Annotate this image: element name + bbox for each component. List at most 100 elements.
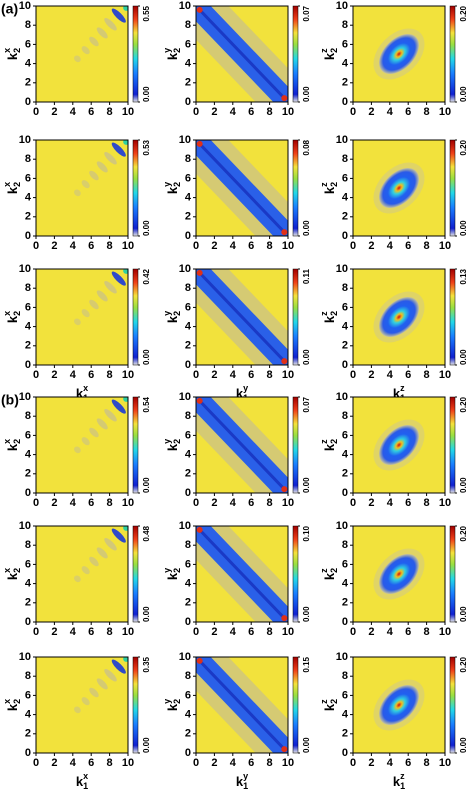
y-tick-label: 2 xyxy=(25,77,31,89)
label-sup: y xyxy=(162,439,172,444)
heatmap xyxy=(196,526,288,622)
colorbar-label: 0.20 xyxy=(459,139,468,155)
heatmap xyxy=(373,28,425,80)
y-tick-label: 0 xyxy=(25,359,31,371)
x-tick-label: 10 xyxy=(122,240,134,252)
y-tick-label: 10 xyxy=(179,263,191,275)
y-tick-label: 6 xyxy=(185,429,191,441)
x-tick-label: 10 xyxy=(439,240,451,252)
y-tick-label: 6 xyxy=(185,558,191,570)
y-tick-label: 8 xyxy=(342,153,348,165)
heat-feature xyxy=(89,687,99,698)
heat-feature xyxy=(81,566,90,575)
x-tick-label: 6 xyxy=(405,106,411,118)
heat-feature xyxy=(123,397,128,402)
label-sub: 2 xyxy=(329,699,339,704)
heat-feature xyxy=(104,17,117,31)
label-sub: 2 xyxy=(172,699,182,704)
label-main: k xyxy=(5,315,20,323)
heat-feature xyxy=(96,161,108,173)
y-tick-label: 0 xyxy=(25,747,31,759)
colorbar-label: 0.54 xyxy=(142,396,151,412)
heat-feature xyxy=(74,55,81,63)
x-tick-label: 8 xyxy=(267,106,273,118)
x-tick-label: 6 xyxy=(88,757,94,769)
heatmap-background xyxy=(36,397,128,493)
label-main: k xyxy=(322,315,337,323)
y-tick-label: 4 xyxy=(342,321,349,333)
x-tick-label: 10 xyxy=(439,757,451,769)
colorbar xyxy=(449,396,456,494)
x-tick-label: 2 xyxy=(368,497,374,509)
y-tick-label: 0 xyxy=(185,359,191,371)
colorbar-label: 0.13 xyxy=(459,268,468,284)
y-tick-label: 10 xyxy=(336,0,348,12)
x-tick-label: 6 xyxy=(405,757,411,769)
heat-feature xyxy=(104,668,117,682)
plot-frame xyxy=(352,656,446,754)
label-main: k xyxy=(76,774,84,789)
heatmap-background xyxy=(36,269,128,365)
label-main: k xyxy=(5,186,20,194)
heat-feature xyxy=(89,36,99,47)
x-tick-label: 4 xyxy=(230,497,237,509)
y-tick-label: 8 xyxy=(185,670,191,682)
colorbar-label: 0.00 xyxy=(459,606,468,622)
y-tick-label: 4 xyxy=(342,578,349,590)
y-tick-label: 8 xyxy=(25,670,31,682)
y-axis-label: k2z xyxy=(319,439,339,451)
heatmap xyxy=(196,6,288,102)
x-tick-label: 2 xyxy=(368,369,374,381)
y-tick-label: 4 xyxy=(185,449,192,461)
colorbar-label: 0.15 xyxy=(302,656,311,672)
label-sub: 2 xyxy=(172,182,182,187)
x-tick-label: 2 xyxy=(211,757,217,769)
y-tick-label: 2 xyxy=(185,211,191,223)
y-tick-label: 4 xyxy=(25,709,32,721)
colorbar-label: 0.42 xyxy=(142,268,151,284)
label-main: k xyxy=(322,52,337,60)
heat-feature xyxy=(81,180,90,189)
panel-label: (a) xyxy=(1,1,18,17)
x-tick-label: 6 xyxy=(248,626,254,638)
label-main: k xyxy=(165,703,180,711)
x-tick-label: 10 xyxy=(439,106,451,118)
x-tick-label: 2 xyxy=(211,497,217,509)
y-tick-label: 10 xyxy=(19,263,31,275)
x-tick-label: 8 xyxy=(424,240,430,252)
y-tick-label: 6 xyxy=(342,172,348,184)
x-tick-label: 0 xyxy=(193,626,199,638)
heatmap xyxy=(373,679,425,731)
colorbar-label: 0.08 xyxy=(302,139,311,155)
x-tick-label: 4 xyxy=(387,106,394,118)
y-tick-label: 6 xyxy=(25,429,31,441)
label-sup: x xyxy=(2,439,12,444)
heat-feature xyxy=(196,397,203,404)
heatmap xyxy=(74,397,128,454)
x-tick-label: 6 xyxy=(88,106,94,118)
heat-feature xyxy=(104,280,117,294)
colorbar-label: 0.48 xyxy=(142,525,151,541)
heat-feature xyxy=(111,659,126,674)
y-axis-label: k2x xyxy=(2,439,22,451)
x-tick-label: 4 xyxy=(387,369,394,381)
x-tick-label: 0 xyxy=(350,106,356,118)
colorbar-label: 0.00 xyxy=(142,737,151,753)
y-tick-label: 4 xyxy=(342,192,349,204)
heat-feature xyxy=(89,170,99,181)
x-tick-label: 4 xyxy=(70,497,77,509)
x-tick-label: 2 xyxy=(51,240,57,252)
x-tick-label: 10 xyxy=(122,757,134,769)
y-tick-label: 2 xyxy=(342,468,348,480)
x-tick-label: 0 xyxy=(193,240,199,252)
x-tick-label: 10 xyxy=(282,757,294,769)
label-sup: y xyxy=(162,48,172,53)
y-tick-label: 8 xyxy=(185,410,191,422)
x-tick-label: 4 xyxy=(230,240,237,252)
colorbar-label: 0.00 xyxy=(459,349,468,365)
heat-feature xyxy=(74,189,81,197)
